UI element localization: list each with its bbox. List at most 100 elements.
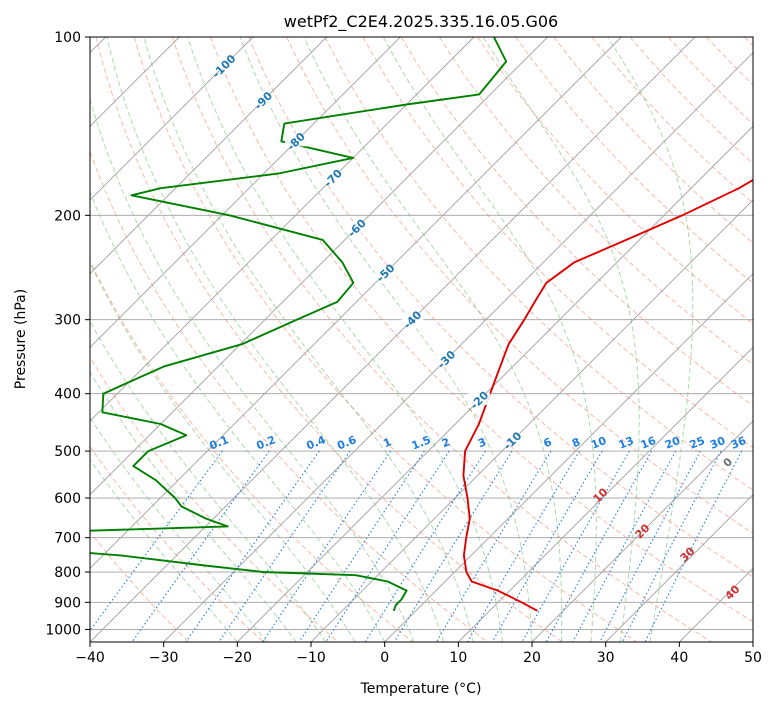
x-tick-label: −30 <box>149 650 179 666</box>
isotherm-line <box>310 199 753 642</box>
isotherm-label-bg <box>401 312 424 325</box>
background-lines <box>90 37 753 642</box>
moist-adiabat-line <box>239 37 533 642</box>
moist-adiabat-line <box>106 37 445 642</box>
dry-adiabat-line <box>90 445 264 642</box>
isotherm-label-bg <box>212 59 235 72</box>
mixing-ratio-line <box>393 450 513 642</box>
isotherm-line <box>90 37 327 275</box>
dry-adiabat-line <box>95 37 563 642</box>
x-tick-label: 20 <box>523 650 541 666</box>
x-tick-label: 30 <box>597 650 615 666</box>
x-tick-label: −40 <box>75 650 105 666</box>
chart-title: wetPf2_C2E4.2025.335.16.05.G06 <box>284 12 558 32</box>
dry-adiabat-line <box>90 259 414 642</box>
isotherm-label-bg <box>468 393 491 406</box>
moist-adiabat-line <box>482 37 640 642</box>
y-tick-label: 500 <box>54 444 81 460</box>
mixing-ratio-label: 8 <box>570 435 582 450</box>
isotherm-line <box>90 37 548 496</box>
mixing-ratio-label: 25 <box>688 434 707 452</box>
dry-adiabat-line <box>324 37 753 491</box>
y-tick-label: 800 <box>54 565 81 581</box>
mixing-ratio-label: 10 <box>589 434 608 452</box>
x-tick-label: −10 <box>296 650 326 666</box>
mixing-ratio-line <box>185 450 320 642</box>
dewpoint-trace <box>90 37 508 612</box>
moist-adiabat-line <box>143 37 474 642</box>
y-axis-label: Pressure (hPa) <box>13 289 29 389</box>
mixing-ratio-line <box>521 450 630 642</box>
plot-frame <box>89 36 754 643</box>
mixing-ratio-line <box>218 450 351 642</box>
isotherm-label-bg <box>285 134 308 147</box>
isotherm-label-bg <box>374 265 397 278</box>
moist-adiabat-line <box>187 37 503 642</box>
x-tick-label: 50 <box>744 650 762 666</box>
mixing-ratio-label: 20 <box>663 434 682 452</box>
y-tick-label: 900 <box>54 595 81 611</box>
mixing-ratio-line <box>262 450 392 642</box>
x-tick-label: 40 <box>670 650 688 666</box>
dry-adiabat-line <box>171 37 712 642</box>
x-axis-label: Temperature (°C) <box>360 681 482 697</box>
dry-adiabat-line <box>90 531 190 642</box>
moist-adiabat-line <box>90 190 386 642</box>
dry-adiabat-line <box>210 37 753 623</box>
isotherm-line <box>163 52 753 642</box>
isotherm-label-bg <box>321 171 344 184</box>
dry-adiabat-line <box>286 37 753 534</box>
mixing-ratio-label: 2 <box>440 435 452 450</box>
isotherm-line <box>90 37 696 642</box>
dry-adiabat-line <box>515 37 753 284</box>
temperature-trace <box>462 178 753 612</box>
moist-adiabat-line <box>303 37 563 642</box>
mixing-ratio-label: 16 <box>639 434 658 452</box>
isotherm-line <box>90 37 622 569</box>
dry-adiabat-line <box>90 150 488 642</box>
mixing-ratio-label: 13 <box>617 434 636 452</box>
moist-adiabat-line <box>382 37 597 642</box>
isotherm-line <box>90 37 475 422</box>
isotherm-line <box>384 273 753 642</box>
y-tick-label: 400 <box>54 387 81 403</box>
mixing-ratio-label: 3 <box>476 435 488 450</box>
mixing-ratio-line <box>298 450 425 642</box>
mixing-ratio-line <box>491 450 603 642</box>
dry-adiabat-line <box>400 37 753 407</box>
isotherm-label-bg <box>345 220 368 233</box>
x-tick-label: 0 <box>380 650 389 666</box>
dry-adiabat-line <box>133 37 638 642</box>
dry-adiabat-line <box>438 37 753 366</box>
dry-adiabat-line <box>248 37 753 578</box>
isotherm-label-bg <box>252 93 275 106</box>
y-tick-label: 1000 <box>45 622 81 638</box>
isotherm-line <box>90 37 254 201</box>
moist-adiabat-line <box>90 458 238 642</box>
mixing-ratio-line <box>621 450 722 642</box>
axes: −40 −30 −20 −10 0 10 20 30 40 50 100 200 300 400 500 60… <box>45 30 762 666</box>
dry-adiabat-line <box>90 356 339 642</box>
isotherm-line <box>531 420 753 642</box>
isotherm-label-bg <box>501 433 524 446</box>
moist-adiabat-line <box>90 261 356 642</box>
isotherm-line <box>458 346 753 642</box>
mixing-ratio-line <box>545 450 653 642</box>
mixing-ratio-line <box>599 450 701 642</box>
mixing-ratio-line <box>90 450 223 632</box>
mixing-ratio-label: 30 <box>708 434 727 452</box>
sounding-traces <box>90 37 753 612</box>
line-labels: 0.10.20.40.611.52346810131620253036-100-… <box>208 52 749 603</box>
y-tick-label: 700 <box>54 531 81 547</box>
x-tick-label: 10 <box>449 650 467 666</box>
isotherm-label-bg <box>435 352 458 365</box>
isotherm-line <box>237 125 753 642</box>
moist-adiabat-line <box>90 416 268 642</box>
y-tick-label: 100 <box>54 30 81 46</box>
y-tick-label: 600 <box>54 491 81 507</box>
mixing-ratio-label: 1 <box>381 435 393 450</box>
mixing-ratio-line <box>572 450 677 642</box>
moist-adiabat-line <box>90 320 327 642</box>
